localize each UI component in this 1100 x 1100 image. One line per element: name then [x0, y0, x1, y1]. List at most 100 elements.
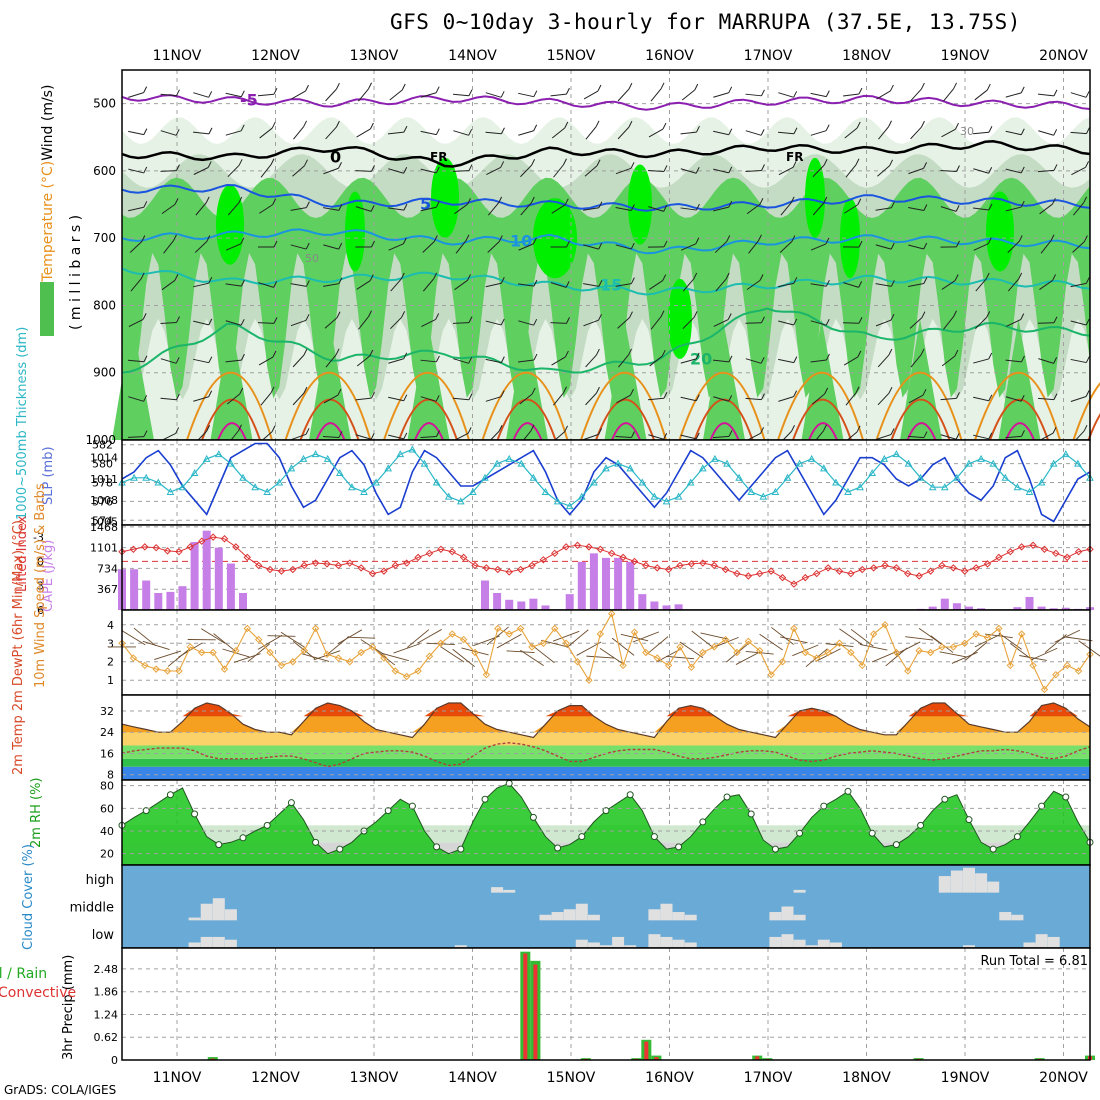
wind-barb	[712, 359, 730, 363]
cape-bar	[214, 547, 223, 610]
wind-barb-feather	[1053, 164, 1058, 171]
wind10m-barb	[393, 643, 421, 654]
wind-barb-feather	[338, 431, 343, 438]
wind10m-barb	[939, 651, 968, 658]
wind-barb	[680, 434, 697, 440]
thickness-point	[130, 473, 138, 481]
wind-barb-feather	[663, 240, 668, 248]
wind-barb-feather	[1020, 313, 1025, 320]
tick-thickness: 574	[92, 514, 113, 527]
wind-barb-feather	[238, 424, 242, 431]
tick-thickness: 578	[92, 477, 113, 490]
wind-barb-feather	[596, 386, 600, 394]
temperature-contour-30	[890, 398, 951, 441]
wind-barb	[291, 90, 306, 100]
wind10m-point	[1017, 630, 1026, 638]
cape-bar	[517, 601, 526, 610]
temperature-contour	[121, 94, 1091, 111]
wind-barb-feather	[533, 353, 538, 361]
wind-barb	[485, 131, 502, 135]
thickness-point	[275, 478, 284, 486]
wind-barb	[193, 282, 209, 288]
wind-barb-feather	[856, 121, 861, 129]
cloud-cover-cell	[660, 903, 673, 921]
wind-barb-feather	[206, 235, 211, 242]
wind10m-point	[926, 648, 935, 657]
wind-barb	[323, 283, 339, 287]
wind10m-point	[585, 676, 593, 684]
lifted-index-point	[596, 545, 605, 553]
rh2m-point	[747, 810, 755, 818]
tick-date-top: 20NOV	[1039, 48, 1088, 64]
wind-barb	[518, 130, 534, 136]
temperature-contour-30	[989, 398, 1049, 441]
wind-barb-feather	[208, 91, 213, 98]
wind-barb-feather	[530, 196, 535, 204]
lifted-index-point	[619, 553, 627, 562]
wind-barb-feather	[335, 82, 340, 90]
tick-wind: 4	[107, 619, 114, 632]
wind-barb	[682, 278, 695, 292]
lifted-index-point	[129, 545, 138, 553]
wind-barb-feather	[663, 392, 668, 399]
wind10m-point	[505, 630, 513, 638]
wind-barb-feather	[630, 242, 635, 250]
wind-barb	[908, 283, 924, 287]
wind10m-point	[915, 646, 923, 655]
wind-barb	[910, 88, 922, 102]
tick-cape: 1101	[90, 542, 118, 555]
wind10m-barb	[257, 634, 283, 650]
wind-barb-feather	[1085, 277, 1090, 284]
cloud-cover-cell	[793, 939, 806, 948]
wind-barb-feather	[1085, 318, 1090, 326]
wind-barb	[290, 283, 307, 287]
tick-rh: 40	[100, 825, 114, 838]
wind-barb-feather	[498, 196, 503, 204]
ylabel-cloud: Cloud Cover (%)	[21, 844, 36, 950]
wind-barb	[649, 280, 663, 290]
wind10m-barb	[1054, 629, 1081, 643]
rh-region-bright	[986, 191, 1014, 272]
wind-barb	[681, 89, 696, 101]
wind-barb	[910, 126, 922, 140]
tick-date-bottom: 18NOV	[842, 1070, 891, 1086]
panel-cape-lifted: 367 734 1101 1468 -3 0 3 6 Lifted Index CAPE (J/k…	[15, 515, 1094, 617]
thickness-point	[638, 478, 647, 486]
wind-barb	[615, 435, 632, 439]
cloud-cover-cell	[648, 909, 661, 921]
lifted-index-point	[926, 567, 935, 575]
lifted-index-point	[653, 564, 661, 572]
wind-barb-feather	[468, 164, 473, 171]
wind-barb-feather	[435, 166, 440, 174]
wind-barb	[193, 358, 209, 364]
tick-date-top: 13NOV	[350, 48, 399, 64]
wind-barb-feather	[728, 166, 733, 174]
wind10m-barb	[984, 633, 1013, 639]
lifted-index-point	[1017, 543, 1026, 551]
temperature-contour-25	[481, 372, 569, 441]
rh-region-spike	[309, 318, 351, 440]
lifted-index-point	[858, 565, 866, 574]
wind-barb-feather	[956, 240, 960, 248]
wind10m-point	[596, 630, 605, 638]
thickness-point	[904, 459, 913, 467]
wind-barb	[1007, 241, 1020, 253]
wind-barb	[325, 126, 337, 140]
wind10m-barb	[167, 648, 191, 667]
wind-barb-feather	[890, 280, 895, 287]
lifted-index-point	[573, 541, 582, 549]
wind-barb	[356, 280, 371, 290]
tick-precip: 2.48	[94, 963, 119, 976]
wind-barb	[713, 92, 729, 98]
panel-slp-thickness: 574 576 578 580 582 1005 1008 1011 1014 1000~500m…	[15, 327, 1094, 528]
cape-bar	[226, 563, 235, 610]
temp-line	[121, 702, 1091, 739]
wind-barb	[127, 436, 145, 438]
wind-barb-feather	[1085, 161, 1090, 168]
wind-barb-feather	[531, 387, 536, 395]
lifted-index-point	[539, 556, 548, 564]
wind-barb-feather	[338, 242, 343, 250]
wind-barb-feather	[825, 279, 830, 287]
wind-barb-feather	[791, 235, 796, 242]
wind-barb-feather	[1053, 393, 1058, 400]
